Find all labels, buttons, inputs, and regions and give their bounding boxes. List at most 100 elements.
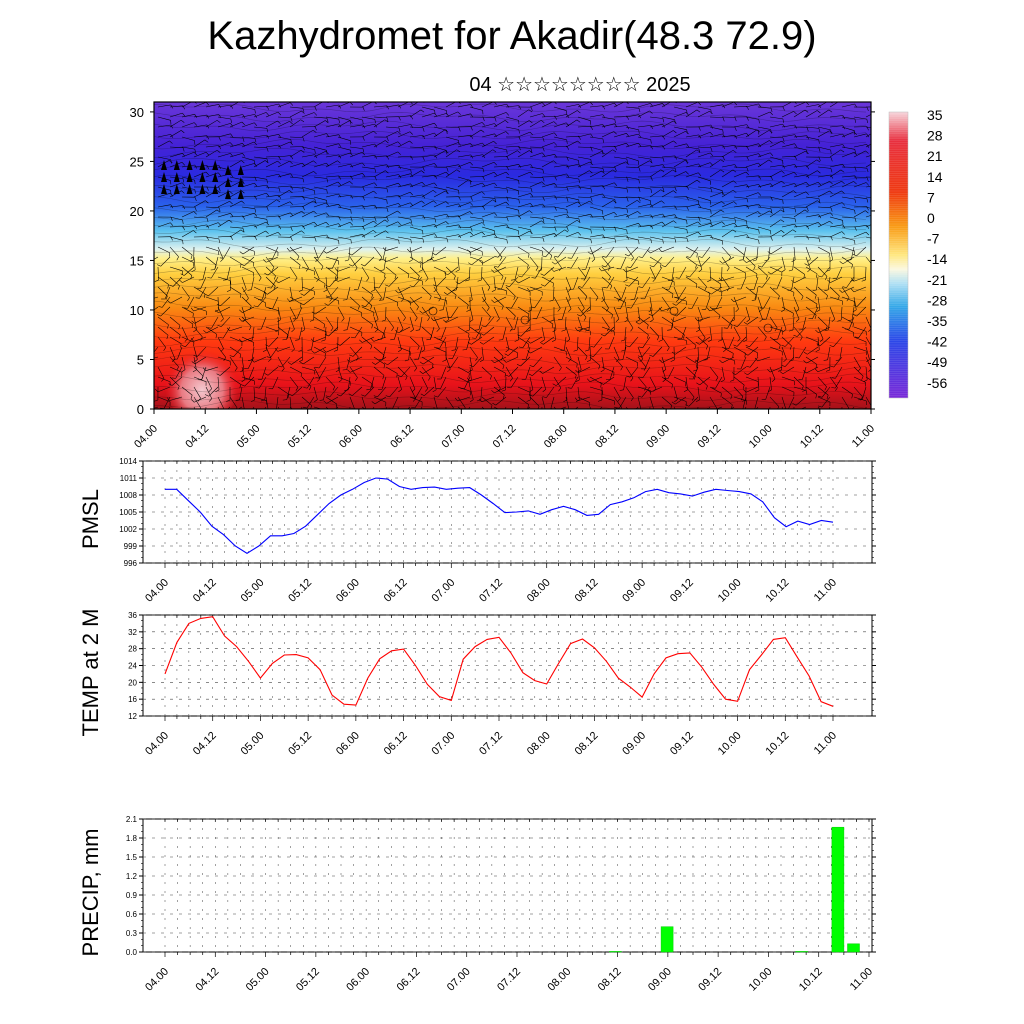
wind-barb [445, 286, 457, 296]
wind-barb [565, 386, 568, 401]
wind-barb [313, 196, 327, 201]
wind-barb [853, 231, 867, 238]
wind-barb [397, 316, 404, 330]
wind-barb [769, 336, 781, 346]
wind-barb-feather [722, 129, 724, 134]
wind-barb [661, 396, 673, 406]
wind-barb-feather [445, 201, 449, 205]
wind-barb-feather [652, 278, 656, 282]
wind-barb [628, 276, 639, 287]
wind-barb [781, 172, 795, 178]
wind-barb-feather [824, 289, 829, 292]
wind-barb [706, 346, 711, 360]
wind-barb [736, 336, 747, 347]
wind-barb-feather [298, 349, 303, 352]
wind-barb [842, 286, 855, 293]
wind-barb [709, 266, 712, 281]
wind-barb [373, 105, 387, 108]
wind-barb-feather [566, 145, 569, 150]
wind-barb-feather [454, 397, 458, 402]
wind-barb-feather [310, 338, 315, 342]
wind-barb [385, 236, 399, 241]
wind-barb [625, 356, 638, 363]
wind-barb [181, 316, 194, 325]
wind-barb [805, 236, 819, 239]
wind-barb-feather [658, 248, 663, 252]
wind-barb-feather [217, 324, 222, 327]
wind-barb [697, 206, 711, 211]
wind-barb-feather [350, 209, 352, 214]
wind-barb [625, 316, 634, 329]
wind-barb [217, 336, 224, 349]
wind-barb [414, 396, 423, 409]
wind-barb-feather [662, 379, 666, 383]
wind-barb-feather [167, 284, 169, 289]
wind-barb-feather [481, 231, 485, 236]
wind-barb-feather [825, 295, 828, 300]
wind-barb [661, 169, 673, 178]
wind-barb [781, 124, 795, 128]
wind-barb-feather [370, 289, 375, 292]
wind-barb [728, 336, 735, 350]
wind-barb [265, 160, 278, 168]
wind-barb-feather [718, 288, 723, 292]
wind-barb [661, 296, 670, 308]
wind-barb-feather [264, 373, 269, 376]
wind-barb-feather [601, 170, 605, 174]
wind-barb [253, 160, 266, 168]
wind-barb-feather [626, 133, 630, 137]
wind-barb-feather [825, 369, 830, 372]
wind-barb-feather [374, 168, 377, 173]
wind-barb [733, 396, 747, 401]
wind-barb [514, 266, 519, 280]
wind-barb-feather [278, 173, 282, 178]
wind-barb [770, 266, 783, 275]
wind-barb [721, 169, 734, 178]
wind-barb-feather [617, 298, 621, 302]
wind-barb [793, 296, 800, 310]
wind-barb [193, 256, 196, 270]
wind-barb [481, 171, 495, 178]
wind-barb-feather [494, 117, 497, 122]
wind-barb-feather [626, 197, 629, 202]
wind-barb-feather [277, 160, 281, 165]
wind-barb [795, 396, 807, 406]
wind-barb-feather [616, 358, 620, 362]
wind-barb [517, 306, 530, 315]
wind-barb-feather [789, 329, 794, 332]
wind-barb [157, 386, 171, 393]
wind-barb-feather [289, 102, 294, 106]
wind-barb [763, 296, 771, 309]
wind-barb-feather [371, 401, 376, 405]
wind-barb-feather [830, 174, 834, 179]
wind-barb-feather [398, 195, 402, 200]
wind-barb [806, 356, 819, 364]
wind-barb-feather [586, 309, 591, 312]
wind-barb-feather [229, 355, 234, 358]
wind-barb-feather [601, 299, 605, 303]
wind-barb [361, 266, 370, 279]
wind-barb-feather [638, 197, 641, 202]
wind-barb [601, 102, 615, 108]
wind-barb-feather [792, 229, 797, 233]
wind-barb [817, 109, 830, 118]
wind-barb-feather [777, 369, 782, 372]
wind-barb-feather [266, 219, 268, 224]
wind-barb-feather [278, 195, 282, 199]
wind-barb [351, 246, 363, 256]
wind-barb [841, 146, 855, 150]
wind-barb [481, 116, 496, 119]
wind-barb [529, 166, 543, 170]
wind-barb [265, 111, 279, 118]
wind-barb-feather [517, 150, 521, 154]
wind-barb [649, 213, 663, 218]
wind-barb [747, 346, 759, 356]
wind-barb-feather [817, 200, 821, 204]
wind-barb-feather [529, 120, 533, 124]
wind-barb-feather [648, 313, 653, 317]
wind-barb [517, 210, 530, 218]
wind-barb-feather [313, 171, 317, 175]
wind-barb-feather [817, 170, 821, 174]
wind-barb-feather [238, 317, 242, 322]
wind-barb-feather [434, 123, 438, 127]
